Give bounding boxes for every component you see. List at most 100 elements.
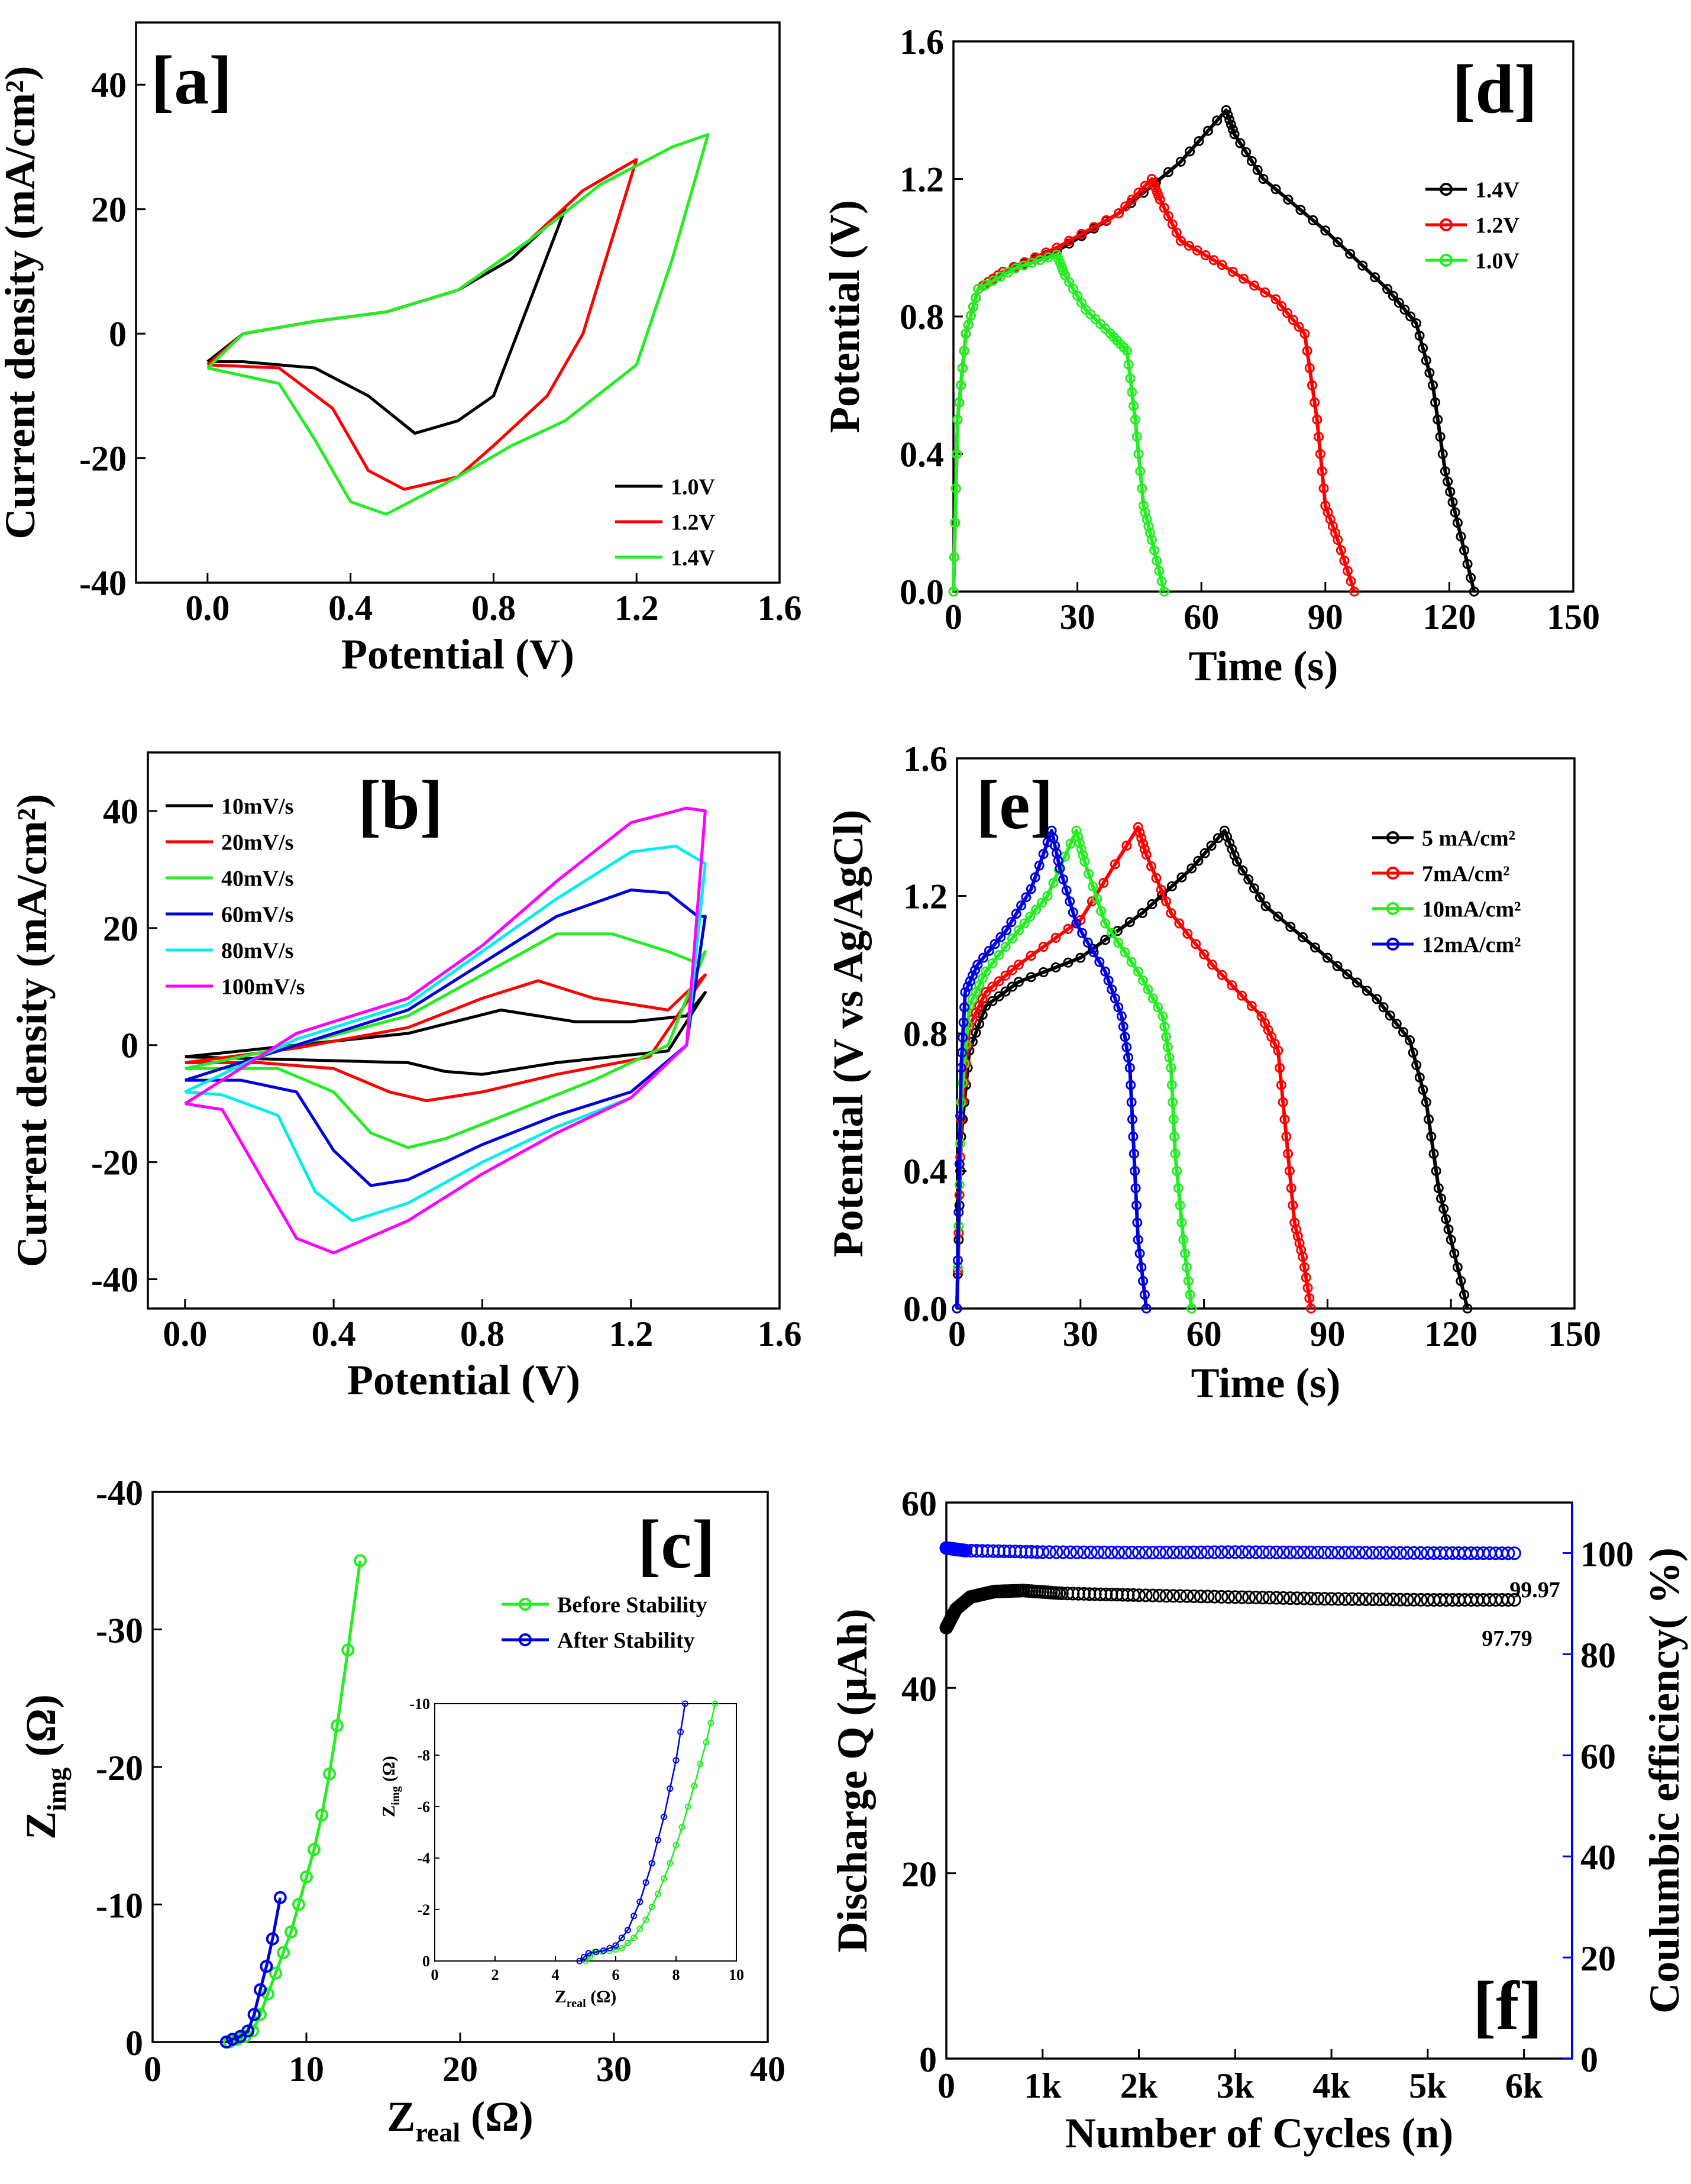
data-point (1026, 951, 1036, 961)
panel-tag: [f] (1473, 1967, 1543, 2044)
data-point (959, 1002, 969, 1013)
data-point (1299, 328, 1310, 339)
y-tick-label: 20 (103, 909, 138, 948)
data-point (1126, 1080, 1136, 1090)
data-point (1132, 1217, 1143, 1228)
data-point (1333, 535, 1343, 545)
data-point (1291, 1224, 1301, 1235)
data-point (1227, 124, 1238, 135)
data-point (1007, 965, 1017, 975)
data-point (1221, 105, 1231, 115)
data-point (1349, 586, 1360, 597)
data-point (1320, 225, 1331, 236)
inset-x-tick-label: 2 (492, 1966, 499, 1983)
data-point (1304, 1591, 1318, 1605)
data-point (1276, 1545, 1291, 1559)
y-right-tick-label: 20 (1580, 1939, 1616, 1978)
data-point (1507, 1546, 1521, 1561)
data-point (1183, 1276, 1194, 1286)
data-point (1088, 881, 1098, 891)
data-point (1352, 1546, 1366, 1560)
data-point (1459, 545, 1470, 555)
data-point (955, 1111, 966, 1121)
inset-y-tick-label: -2 (417, 1901, 430, 1918)
data-point (1290, 1591, 1304, 1605)
data-point (1322, 952, 1333, 963)
inset-series-line (578, 1703, 686, 1962)
x-tick-label: 90 (1308, 597, 1343, 637)
x-tick-label: 0.8 (471, 589, 516, 628)
inset-data-point (636, 1898, 644, 1905)
data-point (1036, 897, 1047, 908)
data-point (1169, 1131, 1179, 1142)
inset-data-point (593, 1949, 600, 1956)
inset-data-point (624, 1940, 631, 1947)
data-point (315, 1808, 328, 1822)
y-axis-label: Potential (V vs Ag/AgCl) (825, 810, 872, 1258)
data-point (1038, 849, 1049, 860)
data-point (1227, 980, 1237, 991)
legend-label: 60mV/s (221, 902, 293, 927)
data-point (1235, 138, 1246, 148)
panel-tag: [a] (151, 41, 232, 119)
data-point (1120, 1032, 1130, 1042)
data-point (1352, 1592, 1366, 1606)
inset-data-point (642, 1879, 649, 1886)
data-point (1221, 1545, 1236, 1559)
data-point (954, 1159, 965, 1169)
data-point (1071, 918, 1082, 929)
inset-data-point (642, 1916, 649, 1923)
data-point (1151, 873, 1162, 883)
data-point (1430, 397, 1441, 408)
data-point (1501, 1546, 1515, 1561)
inset-data-point (585, 1950, 592, 1957)
data-point (1138, 838, 1149, 849)
data-point (1362, 986, 1372, 996)
data-point (1152, 1588, 1166, 1603)
data-point (1256, 1591, 1270, 1605)
data-point (1161, 896, 1172, 907)
data-point (1159, 1545, 1173, 1559)
data-point (971, 1028, 981, 1038)
data-point (273, 1891, 287, 1904)
annotation-efficiency: 99.97 (1509, 1578, 1560, 1603)
data-point (954, 397, 965, 408)
y-tick-label: 0.0 (900, 573, 944, 612)
data-point (1386, 1592, 1401, 1607)
series-1.4V (948, 105, 1479, 597)
data-point (1134, 828, 1145, 838)
data-point (1075, 952, 1086, 963)
data-point (1235, 1590, 1249, 1604)
data-point (952, 1255, 963, 1266)
data-point (1100, 966, 1111, 977)
x-tick-label: 120 (1424, 1314, 1477, 1353)
data-point (1294, 321, 1304, 332)
legend-marker (519, 1633, 532, 1646)
data-point (1143, 521, 1154, 532)
data-point (1436, 1193, 1446, 1204)
data-point (354, 1554, 367, 1568)
inset-data-point (582, 1957, 589, 1965)
data-point (1050, 932, 1061, 943)
data-point (953, 1207, 964, 1217)
series-After Stability (219, 1891, 287, 2049)
data-point (1163, 211, 1173, 221)
data-point (1279, 1114, 1290, 1125)
data-point (1418, 1084, 1428, 1095)
y-tick-label: 0.4 (900, 435, 944, 474)
y-tick-label: -40 (91, 1261, 138, 1300)
series-40mV/s (185, 932, 707, 1149)
data-point (1298, 1252, 1308, 1262)
data-point (1007, 933, 1017, 944)
y-tick-label: 0.0 (903, 1290, 948, 1329)
legend-label: 20mV/s (221, 830, 293, 855)
data-point (1213, 833, 1223, 844)
data-point (1302, 1282, 1313, 1293)
data-point (961, 328, 971, 339)
data-point (1118, 1546, 1132, 1559)
data-point (1000, 986, 1011, 997)
legend-marker (1440, 254, 1453, 267)
data-point (1170, 1148, 1181, 1159)
y-tick-label: 0 (109, 315, 127, 354)
data-point (1173, 1183, 1184, 1194)
